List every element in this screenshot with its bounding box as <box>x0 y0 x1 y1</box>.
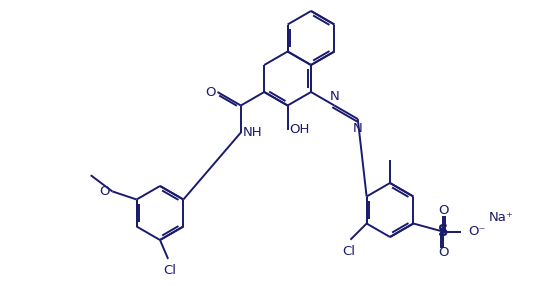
Text: Cl: Cl <box>342 245 355 258</box>
Text: NH: NH <box>243 126 262 139</box>
Text: Cl: Cl <box>163 264 176 277</box>
Text: O: O <box>438 246 449 259</box>
Text: N: N <box>330 90 339 103</box>
Text: O: O <box>438 204 449 217</box>
Text: O: O <box>205 86 216 99</box>
Text: O: O <box>99 185 109 198</box>
Text: N: N <box>353 122 363 135</box>
Text: S: S <box>438 224 449 239</box>
Text: Na⁺: Na⁺ <box>489 211 514 224</box>
Text: OH: OH <box>289 123 310 136</box>
Text: O⁻: O⁻ <box>468 225 485 238</box>
